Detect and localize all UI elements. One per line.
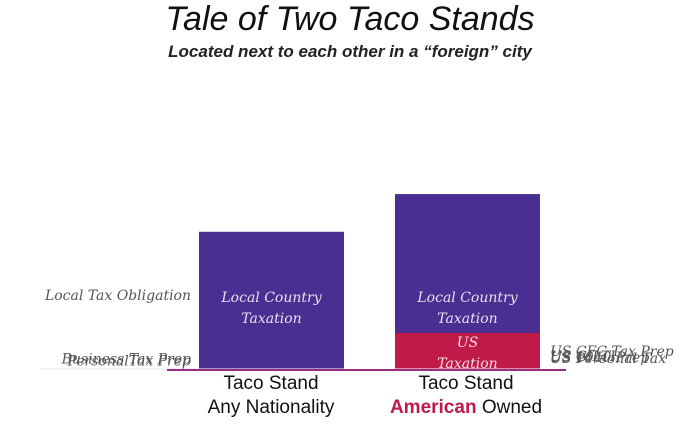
category-label-any-nationality: Taco Stand Any Nationality: [171, 372, 371, 420]
segment-label: US Personal Tax: [550, 351, 666, 367]
category-line2: Any Nationality: [207, 397, 335, 418]
chart-title: Tale of Two Taco Stands: [165, 0, 535, 38]
segment-label: US 1040 Prep: [550, 350, 649, 366]
american-accent: American: [389, 397, 477, 418]
segment-label: US CFC Tax Prep: [550, 344, 674, 360]
segment-label: US GILTI: [550, 349, 616, 365]
category-line1: Taco Stand: [418, 373, 514, 394]
chart-subtitle: Located next to each other in a “foreign…: [168, 42, 532, 61]
segment-label: Local Tax Obligation: [44, 288, 191, 304]
category-line2: American Owned: [366, 396, 566, 420]
category-label-american-owned: Taco Stand American Owned: [366, 372, 566, 420]
owned-text: Owned: [476, 397, 543, 418]
bar-segment: [395, 346, 540, 369]
group-label-line2: Taxation: [437, 311, 497, 327]
group-label-line1: US: [457, 335, 478, 351]
bar-segment: [199, 231, 344, 369]
segment-label: PersonalTax Prep: [66, 353, 191, 369]
group-label-line2: Taxation: [437, 356, 497, 372]
group-label-line1: Local Country: [416, 290, 518, 306]
group-label-line2: Taxation: [241, 311, 301, 327]
segment-label: Business Tax Prep: [61, 352, 191, 368]
bar-segment: [199, 348, 344, 369]
group-label-line1: Local Country: [220, 290, 322, 306]
category-line1: Taco Stand: [223, 373, 319, 394]
